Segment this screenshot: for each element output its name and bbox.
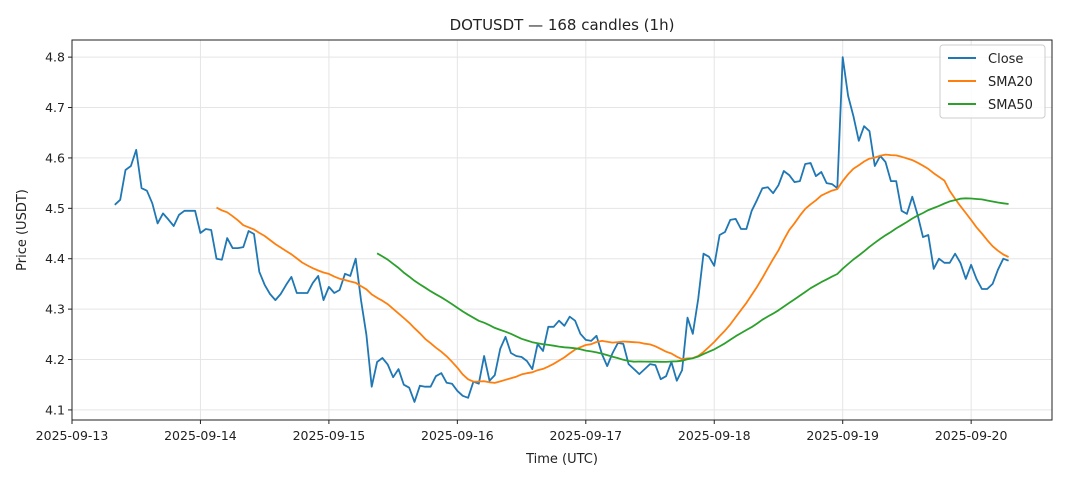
legend-label-sma20: SMA20 [988, 75, 1033, 90]
legend-box [939, 44, 1046, 119]
y-tick-label: 4.6 [45, 150, 65, 165]
x-axis-label: Time (UTC) [525, 452, 598, 467]
x-tick-label: 2025-09-13 [36, 428, 109, 443]
legend: Close SMA20 SMA50 [939, 44, 1046, 119]
x-tick-label: 2025-09-15 [293, 428, 366, 443]
y-tick-label: 4.7 [45, 100, 65, 115]
y-tick-label: 4.5 [45, 201, 65, 216]
y-axis: 4.1 4.2 4.3 4.4 4.5 4.6 4.7 4.8 [45, 50, 72, 417]
x-tick-label: 2025-09-17 [549, 428, 622, 443]
y-tick-label: 4.4 [45, 251, 65, 266]
series-lines [114, 56, 1009, 403]
x-tick-label: 2025-09-16 [421, 428, 494, 443]
y-axis-label: Price (USDT) [15, 189, 30, 271]
legend-label-close: Close [988, 52, 1023, 67]
x-tick-label: 2025-09-19 [806, 428, 879, 443]
y-tick-label: 4.3 [45, 302, 65, 317]
series-sma20-line [216, 153, 1009, 384]
x-axis: 2025-09-13 2025-09-14 2025-09-15 2025-09-16… [36, 420, 1008, 443]
x-tick-label: 2025-09-14 [164, 428, 237, 443]
y-tick-label: 4.8 [45, 50, 65, 65]
y-tick-label: 4.1 [45, 402, 65, 417]
plot-frame [71, 39, 1053, 421]
x-tick-label: 2025-09-18 [678, 428, 751, 443]
chart-title: DOTUSDT — 168 candles (1h) [450, 16, 675, 34]
series-sma50-line [376, 197, 1009, 363]
grid [71, 40, 1052, 420]
y-tick-label: 4.2 [45, 352, 65, 367]
x-tick-label: 2025-09-20 [935, 428, 1008, 443]
series-close-line [114, 56, 1009, 403]
legend-label-sma50: SMA50 [988, 98, 1033, 113]
